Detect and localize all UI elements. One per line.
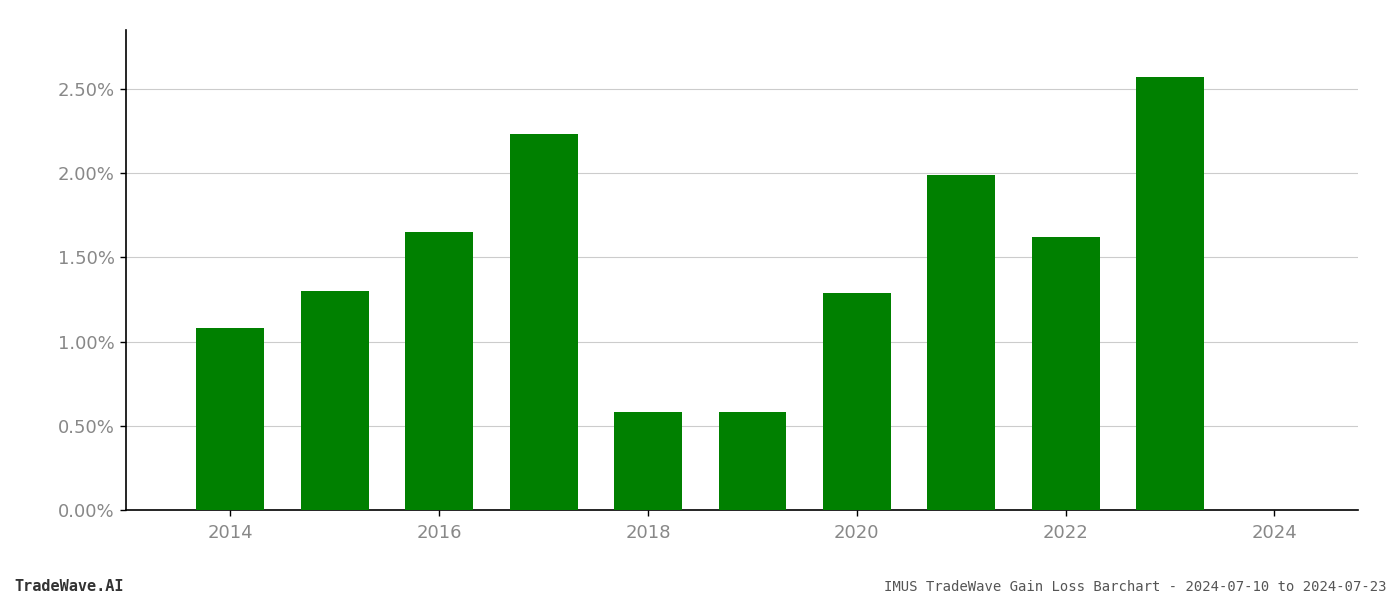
Bar [718, 412, 787, 510]
Text: IMUS TradeWave Gain Loss Barchart - 2024-07-10 to 2024-07-23: IMUS TradeWave Gain Loss Barchart - 2024… [883, 580, 1386, 594]
Bar [196, 328, 265, 510]
Bar [405, 232, 473, 510]
Bar [927, 175, 995, 510]
Bar [1137, 77, 1204, 510]
Bar [510, 134, 578, 510]
Bar [615, 412, 682, 510]
Text: TradeWave.AI: TradeWave.AI [14, 579, 123, 594]
Bar [823, 293, 890, 510]
Bar [1032, 237, 1099, 510]
Bar [301, 291, 368, 510]
